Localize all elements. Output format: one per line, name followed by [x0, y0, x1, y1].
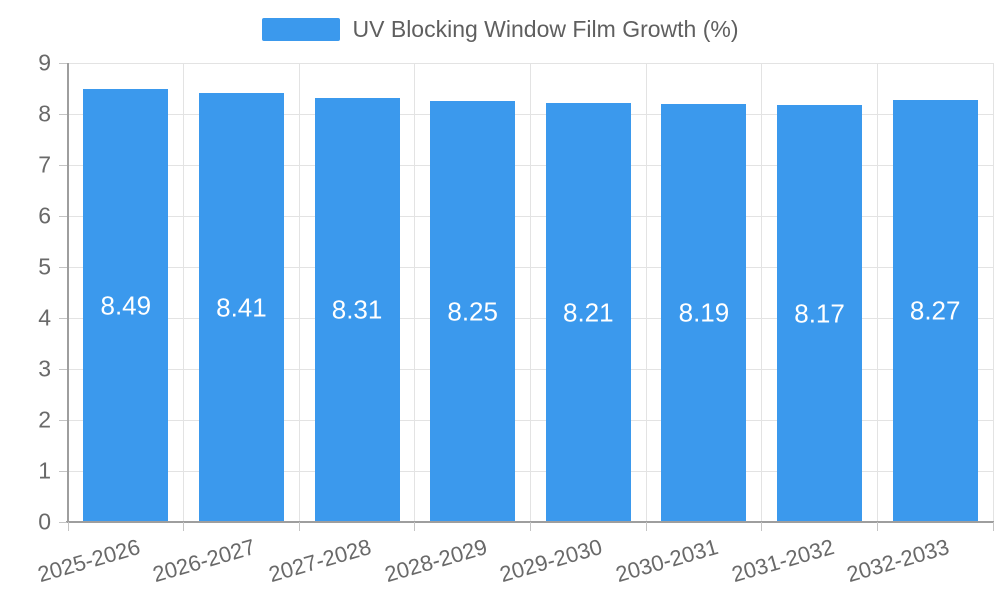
y-axis-tick-label: 0 — [38, 508, 51, 535]
x-gridline — [414, 63, 416, 522]
bar-value-label: 8.27 — [909, 295, 961, 326]
y-tick — [59, 113, 67, 115]
y-tick — [59, 62, 67, 64]
bar[interactable]: 8.21 — [545, 103, 631, 522]
legend[interactable]: UV Blocking Window Film Growth (%) — [0, 16, 1000, 43]
bar[interactable]: 8.31 — [314, 98, 400, 522]
bar[interactable]: 8.17 — [777, 105, 863, 522]
x-gridline — [876, 63, 878, 522]
y-axis-tick-label: 8 — [38, 100, 51, 127]
bar[interactable]: 8.19 — [661, 104, 747, 522]
y-axis-tick-label: 2 — [38, 406, 51, 433]
bar[interactable]: 8.25 — [430, 101, 516, 522]
y-axis-tick-label: 4 — [38, 304, 51, 331]
bar-value-label: 8.49 — [100, 290, 152, 320]
x-tick — [414, 522, 416, 531]
y-tick — [59, 266, 67, 268]
y-axis-tick-label: 5 — [38, 253, 51, 280]
legend-swatch-icon[interactable] — [261, 18, 340, 41]
y-axis-tick-label: 7 — [38, 151, 51, 178]
bar-value-label: 8.17 — [794, 298, 845, 329]
bar-value-label: 8.19 — [678, 297, 730, 328]
y-tick — [59, 368, 67, 370]
x-tick — [183, 522, 185, 531]
y-axis-labels: 0 1 2 3 4 5 6 7 8 9 — [0, 50, 60, 535]
x-gridline — [530, 63, 531, 522]
x-tick — [992, 522, 994, 531]
x-axis-labels: 2025-2026 2026-2027 2027-2028 2028-2029 2029… — [35, 522, 993, 600]
x-gridline — [761, 63, 763, 522]
bar[interactable]: 8.41 — [198, 93, 284, 522]
x-tick — [530, 522, 531, 531]
y-tick — [59, 470, 67, 472]
x-tick — [876, 522, 878, 531]
x-tick — [761, 522, 763, 531]
bar-value-label: 8.21 — [563, 297, 614, 328]
x-gridline — [645, 63, 647, 522]
bar[interactable]: 8.49 — [83, 89, 169, 522]
y-axis-tick-label: 6 — [38, 202, 51, 229]
x-gridline — [298, 63, 300, 522]
y-tick — [59, 215, 67, 217]
x-gridline — [183, 63, 185, 522]
x-tick — [298, 522, 300, 531]
bar-value-label: 8.41 — [216, 292, 267, 323]
bar[interactable]: 8.27 — [892, 100, 978, 522]
legend-label[interactable]: UV Blocking Window Film Growth (%) — [352, 16, 739, 42]
x-tick — [645, 522, 647, 531]
bar-value-label: 8.31 — [331, 294, 383, 325]
y-tick — [59, 419, 67, 421]
y-axis-tick-label: 9 — [38, 49, 51, 76]
y-axis-tick-label: 3 — [38, 355, 51, 382]
x-tick — [67, 522, 69, 531]
y-tick — [59, 521, 67, 523]
x-gridline — [992, 63, 994, 522]
y-tick — [59, 317, 67, 319]
plot-area: 8.49 8.41 8.31 8.25 8.21 8.19 8.17 8.27 — [59, 62, 994, 531]
y-tick — [59, 164, 67, 166]
y-axis-line — [67, 63, 69, 523]
bar-value-label: 8.25 — [447, 296, 498, 327]
y-axis-tick-label: 1 — [38, 457, 51, 484]
